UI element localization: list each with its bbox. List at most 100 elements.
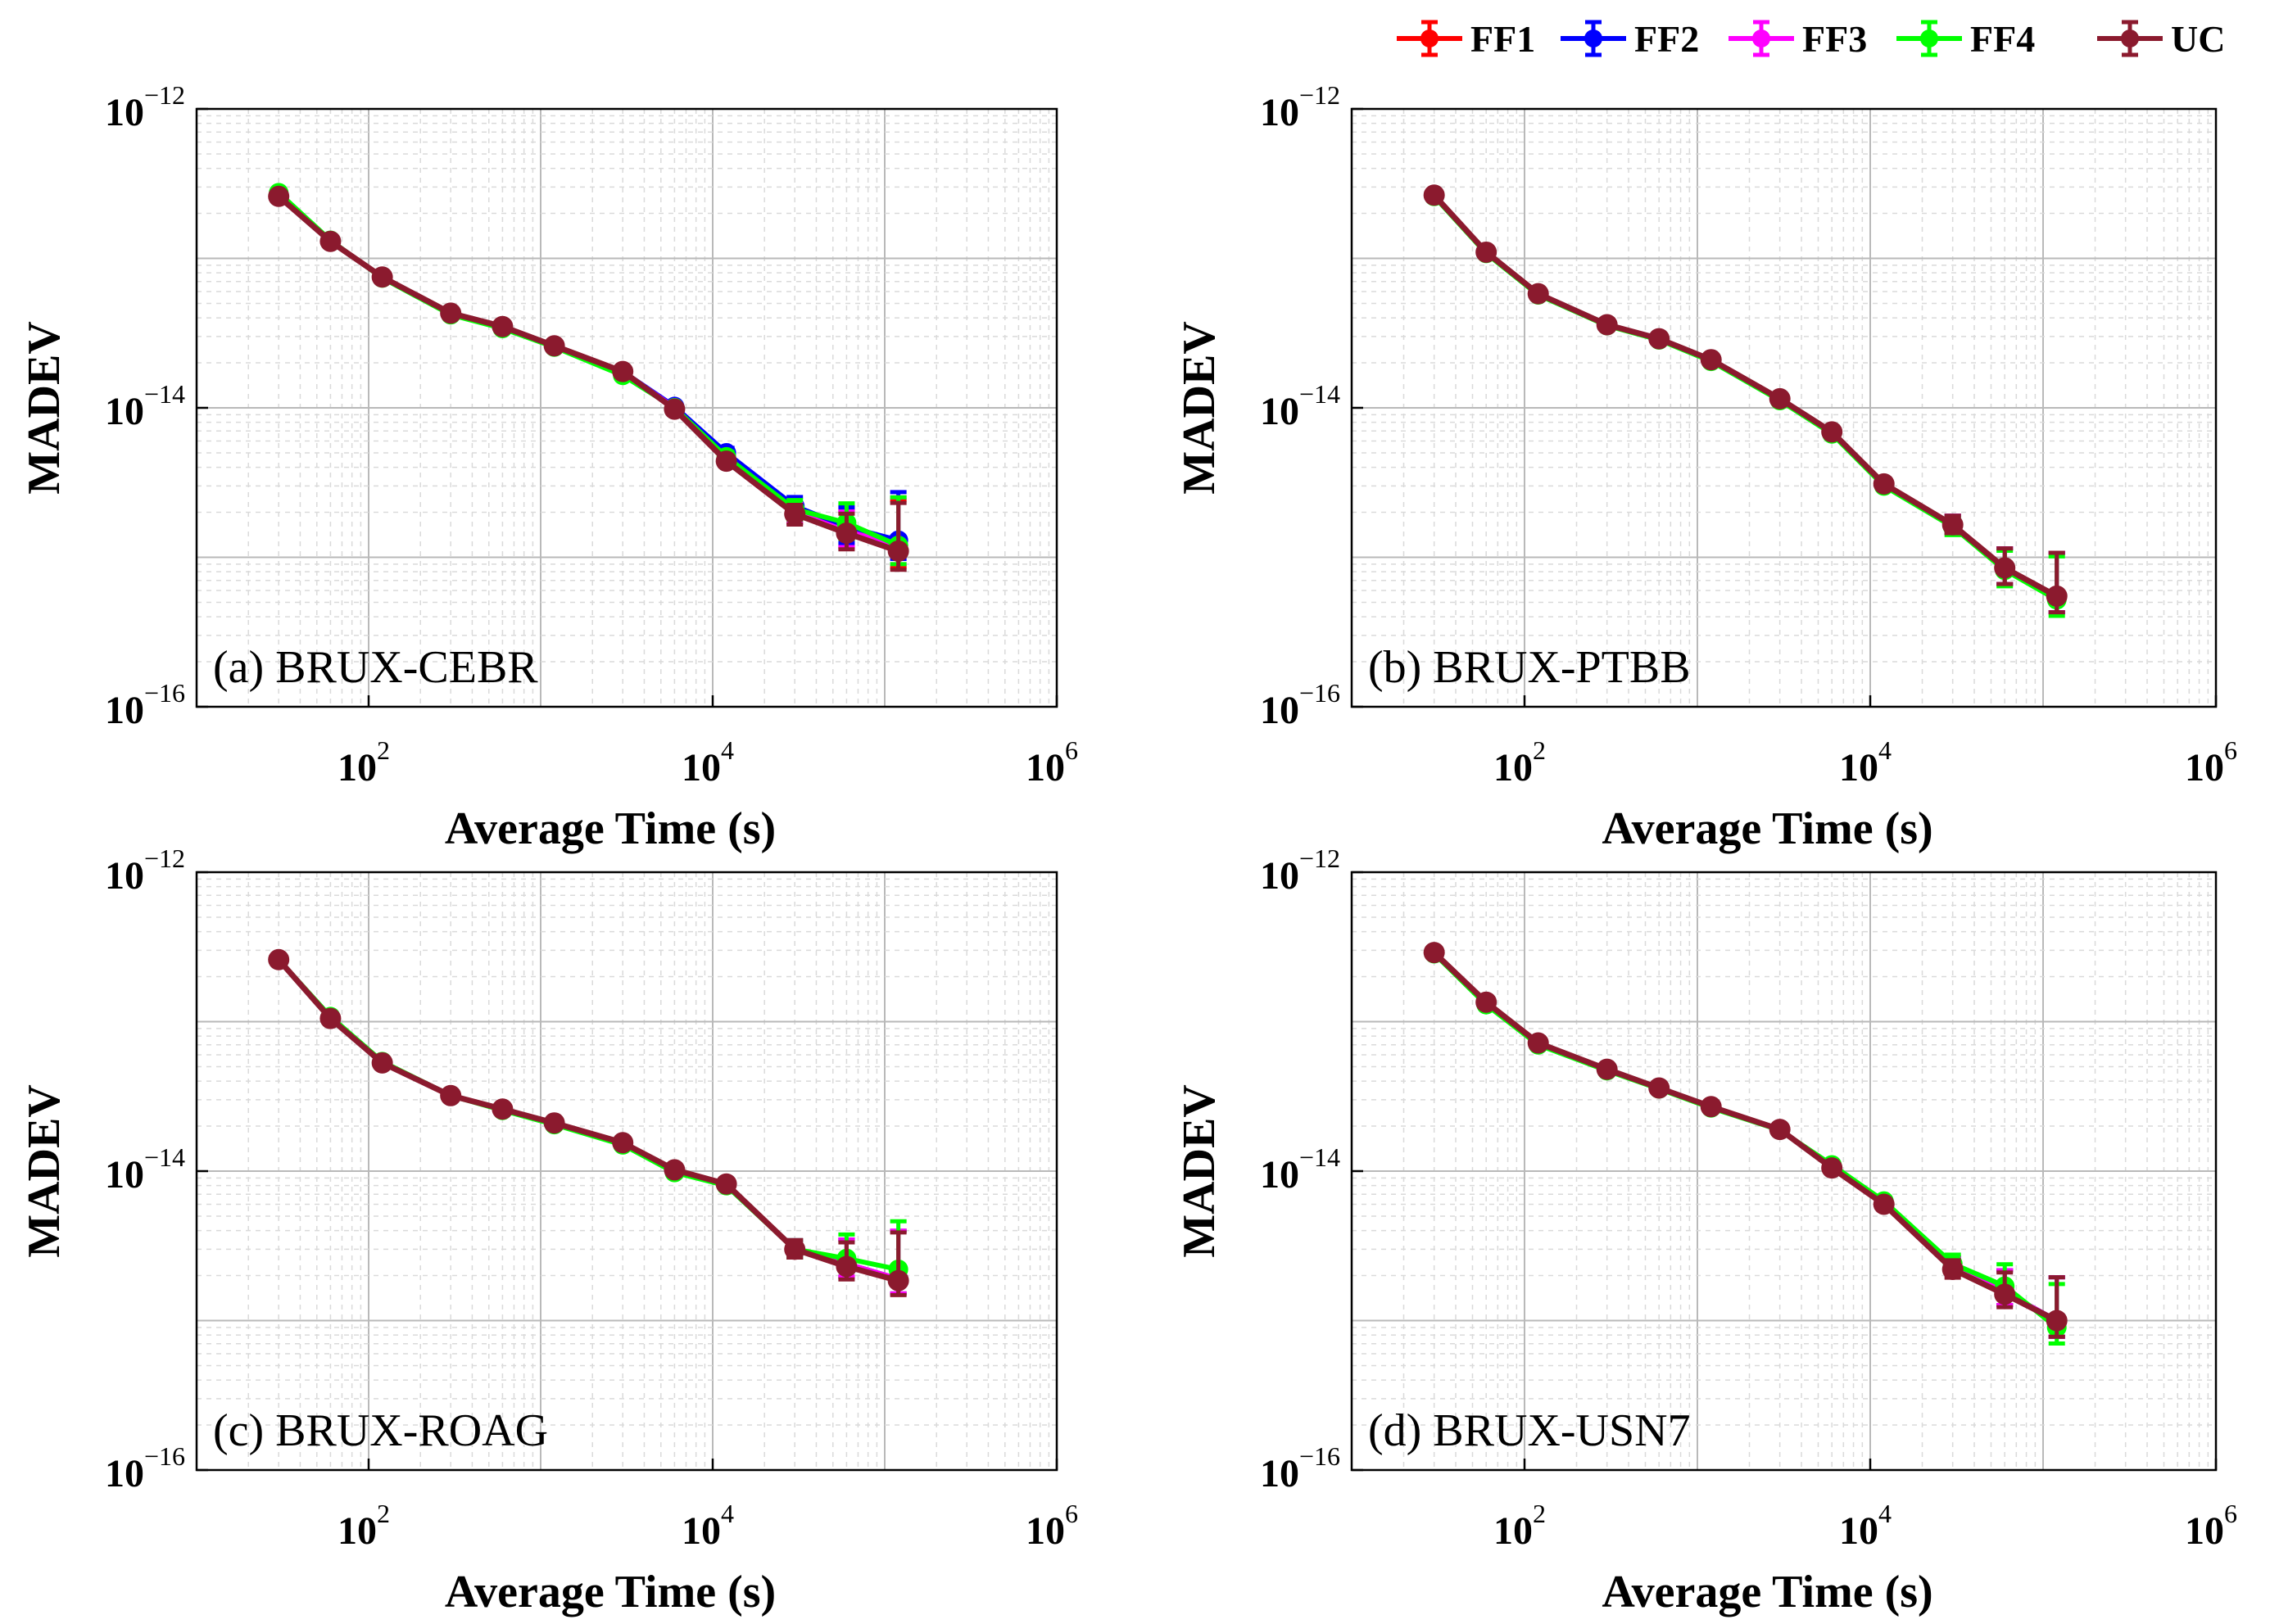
x-tick-label: 104 xyxy=(1839,1499,1892,1553)
series-uc xyxy=(268,948,909,1297)
legend-label: FF2 xyxy=(1634,18,1699,60)
data-point xyxy=(784,1238,806,1260)
legend-entry-ff4: FF4 xyxy=(1896,18,2035,60)
data-point xyxy=(440,302,462,324)
x-tick-label: 106 xyxy=(1026,1499,1078,1553)
x-tick-label: 102 xyxy=(338,1499,390,1553)
panel-title: (a) BRUX-CEBR xyxy=(213,642,538,693)
data-point xyxy=(836,522,858,545)
y-tick-exp: −14 xyxy=(144,1142,185,1172)
y-axis-label: MADEV xyxy=(19,1084,70,1258)
data-point xyxy=(1873,473,1895,495)
data-point xyxy=(612,1132,634,1154)
series-uc xyxy=(1423,942,2068,1339)
y-tick-base: 10 xyxy=(105,1153,144,1197)
y-tick-label: 10−12 xyxy=(1260,844,1340,898)
y-tick-label: 10−14 xyxy=(105,1142,185,1197)
x-tick-label: 104 xyxy=(682,735,734,789)
x-tick-base: 10 xyxy=(1839,1509,1878,1553)
y-tick-label: 10−16 xyxy=(1260,678,1340,732)
y-tick-label: 10−14 xyxy=(105,379,185,433)
y-tick-base: 10 xyxy=(1260,689,1299,732)
x-tick-exp: 4 xyxy=(721,1499,734,1528)
y-tick-label: 10−14 xyxy=(1260,1142,1340,1197)
data-point xyxy=(1648,328,1670,350)
y-tick-base: 10 xyxy=(1260,1153,1299,1197)
data-point xyxy=(836,1255,858,1278)
x-tick-label: 102 xyxy=(1493,1499,1546,1553)
data-point xyxy=(492,315,514,337)
data-point xyxy=(1994,1283,2016,1305)
legend-marker xyxy=(1752,29,1770,47)
data-point xyxy=(1942,513,1964,536)
y-tick-exp: −16 xyxy=(144,678,185,708)
data-point xyxy=(371,266,393,288)
panel-title: (c) BRUX-ROAG xyxy=(213,1405,548,1456)
data-point xyxy=(784,503,806,525)
x-tick-base: 10 xyxy=(338,746,377,789)
y-tick-base: 10 xyxy=(105,91,144,134)
data-point xyxy=(1648,1077,1670,1099)
data-point xyxy=(1475,991,1497,1013)
data-point xyxy=(1821,1157,1843,1179)
data-point xyxy=(612,360,634,382)
legend-marker xyxy=(1920,29,1938,47)
y-axis-label: MADEV xyxy=(19,321,70,495)
data-point xyxy=(1423,942,1445,964)
data-point xyxy=(1527,1032,1549,1054)
data-point xyxy=(1769,1119,1791,1141)
x-axis-label: Average Time (s) xyxy=(1602,803,1932,854)
x-axis-label: Average Time (s) xyxy=(445,803,776,854)
x-tick-exp: 2 xyxy=(1533,735,1546,765)
y-tick-base: 10 xyxy=(105,1452,144,1495)
x-tick-label: 106 xyxy=(2185,735,2237,789)
y-tick-base: 10 xyxy=(1260,91,1299,134)
data-point xyxy=(492,1098,514,1120)
y-tick-base: 10 xyxy=(1260,854,1299,898)
legend: FF1 FF2 FF3 FF4 UC xyxy=(1397,18,2225,60)
data-point xyxy=(371,1052,393,1074)
legend-label: FF1 xyxy=(1470,18,1535,60)
y-tick-label: 10−12 xyxy=(105,80,185,134)
data-point xyxy=(2046,585,2068,607)
data-point xyxy=(1994,557,2016,579)
y-tick-base: 10 xyxy=(105,689,144,732)
y-tick-exp: −14 xyxy=(1299,1142,1340,1172)
data-point xyxy=(2046,1310,2068,1332)
x-tick-exp: 2 xyxy=(377,735,390,765)
data-point xyxy=(319,230,342,252)
legend-label: FF4 xyxy=(1970,18,2035,60)
data-point xyxy=(887,540,909,562)
data-point xyxy=(543,335,565,357)
data-point xyxy=(319,1007,342,1029)
legend-label: UC xyxy=(2171,18,2225,60)
series-uc xyxy=(268,185,909,572)
x-tick-base: 10 xyxy=(2185,1509,2224,1553)
x-tick-base: 10 xyxy=(1026,746,1065,789)
x-tick-exp: 6 xyxy=(2224,735,2237,765)
data-point xyxy=(1527,283,1549,305)
data-point xyxy=(1942,1259,1964,1281)
data-point xyxy=(1700,1096,1722,1118)
x-tick-base: 10 xyxy=(338,1509,377,1553)
y-tick-label: 10−16 xyxy=(105,678,185,732)
x-tick-label: 106 xyxy=(1026,735,1078,789)
data-point xyxy=(1873,1193,1895,1215)
legend-entry-ff2: FF2 xyxy=(1561,18,1699,60)
x-tick-exp: 2 xyxy=(1533,1499,1546,1528)
legend-marker xyxy=(1420,29,1439,47)
data-point xyxy=(1423,184,1445,206)
y-tick-exp: −12 xyxy=(1299,844,1340,873)
legend-marker xyxy=(2121,29,2139,47)
y-tick-label: 10−12 xyxy=(1260,80,1340,134)
y-tick-base: 10 xyxy=(105,854,144,898)
y-tick-exp: −14 xyxy=(144,379,185,409)
y-tick-label: 10−16 xyxy=(105,1441,185,1495)
y-tick-label: 10−12 xyxy=(105,844,185,898)
y-tick-label: 10−14 xyxy=(1260,379,1340,433)
y-axis-label: MADEV xyxy=(1174,321,1225,495)
y-tick-base: 10 xyxy=(1260,1452,1299,1495)
